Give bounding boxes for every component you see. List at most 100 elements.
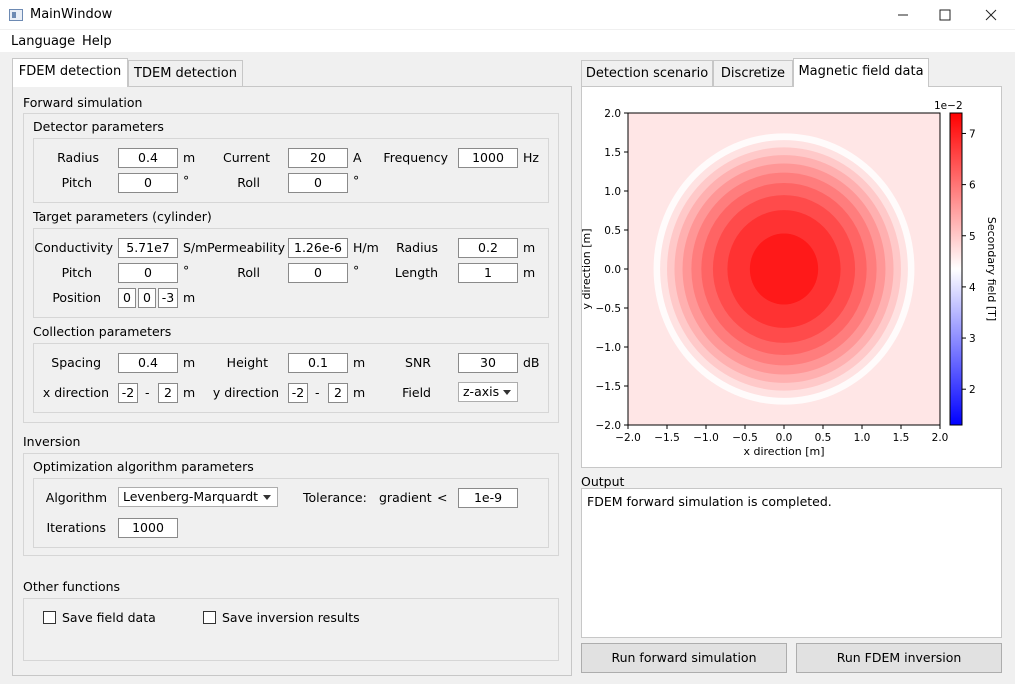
pitch-field[interactable]: 0 xyxy=(118,173,178,193)
x-tick-label: 2.0 xyxy=(932,432,949,444)
y-max-field[interactable]: 2 xyxy=(328,383,348,403)
y-tick-label: 0.5 xyxy=(604,225,621,237)
x-tick-label: 0.0 xyxy=(776,432,793,444)
menu-bar xyxy=(0,30,1015,52)
iterations-field[interactable]: 1000 xyxy=(118,518,178,538)
tab-detection-scenario[interactable]: Detection scenario xyxy=(581,60,713,87)
height-field[interactable]: 0.1 xyxy=(288,353,348,373)
chevron-down-icon xyxy=(503,390,511,395)
menu-help[interactable]: Help xyxy=(82,34,112,49)
output-textbox[interactable]: FDEM forward simulation is completed. xyxy=(581,488,1002,638)
output-label: Output xyxy=(581,474,625,489)
y-min-field[interactable]: -2 xyxy=(288,383,308,403)
target-radius-unit: m xyxy=(523,240,536,255)
roll-field[interactable]: 0 xyxy=(288,173,348,193)
close-icon[interactable] xyxy=(968,0,1014,30)
collection-title: Collection parameters xyxy=(33,324,172,339)
colorbar-label: Secondary field [T] xyxy=(985,217,998,321)
x-max-field[interactable]: 2 xyxy=(158,383,178,403)
target-radius-label: Radius xyxy=(396,240,438,255)
y-axis-label: y direction [m] xyxy=(582,228,593,309)
save-field-checkbox[interactable] xyxy=(43,611,56,624)
field-select-value: z-axis xyxy=(463,384,500,399)
x-tick-label: −1.0 xyxy=(693,432,719,444)
chevron-down-icon xyxy=(263,495,271,500)
y-tick-label: 2.0 xyxy=(604,108,621,120)
permeability-field[interactable]: 1.26e-6 xyxy=(288,238,348,258)
detector-group xyxy=(33,138,549,203)
conductivity-label: Conductivity xyxy=(34,240,113,255)
length-field[interactable]: 1 xyxy=(458,263,518,283)
other-functions-group xyxy=(23,598,559,661)
target-radius-field[interactable]: 0.2 xyxy=(458,238,518,258)
algorithm-select[interactable]: Levenberg-Marquardt xyxy=(118,487,278,507)
forward-simulation-group xyxy=(23,113,559,423)
algorithm-select-value: Levenberg-Marquardt xyxy=(123,489,259,504)
colorbar-tick-label: 5 xyxy=(969,231,976,243)
length-label: Length xyxy=(394,265,438,280)
permeability-unit: H/m xyxy=(353,240,379,255)
x-direction-label: x direction xyxy=(42,385,109,400)
minimize-icon[interactable] xyxy=(880,0,926,30)
run-forward-simulation-button[interactable]: Run forward simulation xyxy=(581,643,787,673)
conductivity-unit: S/m xyxy=(183,240,208,255)
colorbar-tick-label: 6 xyxy=(969,180,976,192)
radius-label: Radius xyxy=(57,150,99,165)
position-x-field[interactable]: 0 xyxy=(118,288,136,308)
target-group xyxy=(33,228,549,318)
target-roll-field[interactable]: 0 xyxy=(288,263,348,283)
maximize-icon[interactable] xyxy=(922,0,968,30)
run-fdem-inversion-button[interactable]: Run FDEM inversion xyxy=(796,643,1002,673)
conductivity-field[interactable]: 5.71e7 xyxy=(118,238,178,258)
position-label: Position xyxy=(52,290,101,305)
tab-tdem-detection[interactable]: TDEM detection xyxy=(128,60,243,87)
colorbar-tick-label: 3 xyxy=(969,333,976,345)
tolerance-label: Tolerance: xyxy=(303,490,367,505)
snr-unit: dB xyxy=(523,355,540,370)
save-inversion-label: Save inversion results xyxy=(222,610,360,625)
tab-discretize[interactable]: Discretize xyxy=(713,60,793,87)
target-pitch-field[interactable]: 0 xyxy=(118,263,178,283)
permeability-label: Permeability xyxy=(207,240,285,255)
snr-field[interactable]: 30 xyxy=(458,353,518,373)
app-window-icon xyxy=(9,9,23,21)
tab-fdem-detection[interactable]: FDEM detection xyxy=(12,58,128,87)
output-text: FDEM forward simulation is completed. xyxy=(587,494,832,509)
frequency-field[interactable]: 1000 xyxy=(458,148,518,168)
iterations-label: Iterations xyxy=(46,520,106,535)
window-title: MainWindow xyxy=(30,7,113,22)
x-min-field[interactable]: -2 xyxy=(118,383,138,403)
field-select[interactable]: z-axis xyxy=(458,382,518,402)
y-range-dash: - xyxy=(315,385,320,400)
height-label: Height xyxy=(226,355,268,370)
position-y-field[interactable]: 0 xyxy=(138,288,156,308)
contour-band-10 xyxy=(749,233,819,305)
target-pitch-label: Pitch xyxy=(61,265,92,280)
detector-title: Detector parameters xyxy=(33,119,164,134)
x-tick-label: 1.5 xyxy=(893,432,910,444)
other-functions-title: Other functions xyxy=(23,579,121,594)
colorbar-tick-label: 4 xyxy=(969,282,976,294)
position-z-field[interactable]: -3 xyxy=(158,288,178,308)
current-field[interactable]: 20 xyxy=(288,148,348,168)
tab-magnetic-field-data[interactable]: Magnetic field data xyxy=(793,58,929,87)
roll-label: Roll xyxy=(237,175,260,190)
tolerance-field[interactable]: 1e-9 xyxy=(458,488,518,508)
radius-field[interactable]: 0.4 xyxy=(118,148,178,168)
save-field-label: Save field data xyxy=(62,610,156,625)
target-roll-label: Roll xyxy=(237,265,260,280)
optimization-title: Optimization algorithm parameters xyxy=(33,459,254,474)
length-unit: m xyxy=(523,265,536,280)
y-direction-label: y direction xyxy=(212,385,279,400)
save-inversion-checkbox[interactable] xyxy=(203,611,216,624)
frequency-unit: Hz xyxy=(523,150,539,165)
inversion-group xyxy=(23,453,559,556)
roll-unit: ° xyxy=(353,173,360,188)
colorbar-ticks: 7 6 5 4 3 2 xyxy=(962,128,976,396)
menu-language[interactable]: Language xyxy=(11,34,76,49)
spacing-label: Spacing xyxy=(51,355,101,370)
colorbar xyxy=(949,112,963,426)
spacing-field[interactable]: 0.4 xyxy=(118,353,178,373)
x-tick-label: −2.0 xyxy=(615,432,641,444)
x-tick-label: 0.5 xyxy=(815,432,832,444)
